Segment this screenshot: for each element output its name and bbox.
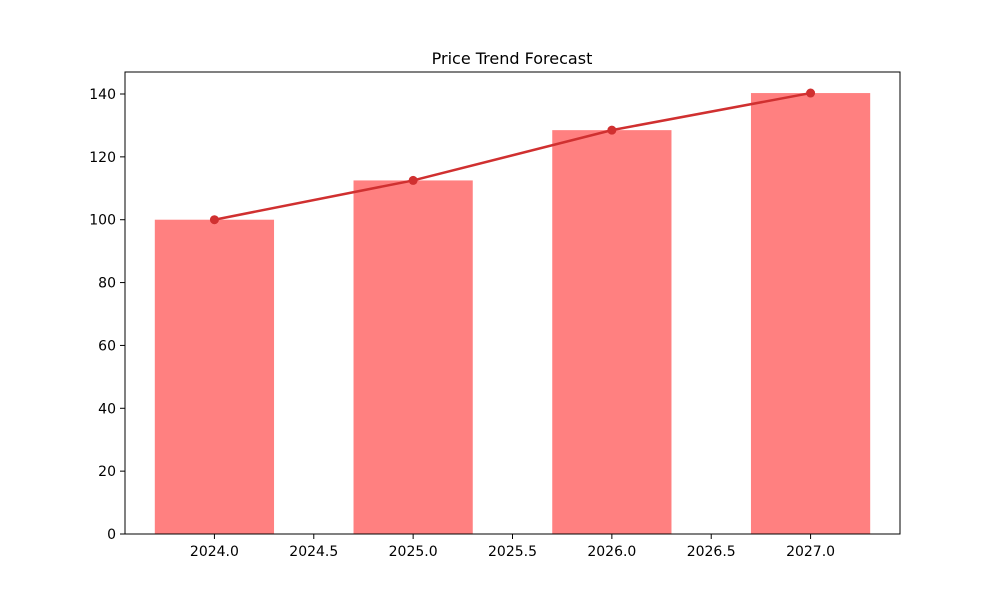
x-tick-label: 2025.0 (389, 544, 438, 560)
y-tick-label: 100 (89, 213, 116, 229)
bar-2025 (353, 180, 473, 534)
x-tick-label: 2024.0 (190, 544, 239, 560)
x-tick-label: 2027.0 (786, 544, 835, 560)
y-tick-label: 0 (107, 527, 116, 543)
trend-line (214, 91, 811, 221)
chart-title: Price Trend Forecast (432, 49, 593, 68)
line-layer (209, 88, 816, 225)
x-tick-label: 2024.5 (289, 544, 338, 560)
y-axis-ticks: 0 20 40 60 80 100 120 140 (89, 87, 125, 543)
trend-point-2026 (607, 125, 617, 135)
y-tick-label: 60 (98, 338, 116, 354)
trend-point-2024 (209, 215, 219, 225)
bar-2026 (552, 130, 672, 534)
bar-2027 (750, 93, 871, 535)
y-tick-label: 120 (89, 150, 116, 166)
x-tick-label: 2026.0 (587, 544, 636, 560)
y-tick-label: 20 (98, 464, 116, 480)
x-tick-label: 2025.5 (488, 544, 537, 560)
trend-point-2027 (806, 88, 816, 98)
y-tick-label: 140 (89, 87, 116, 103)
x-tick-label: 2026.5 (687, 544, 736, 560)
bars-layer (154, 93, 871, 535)
x-axis-ticks: 2024.0 2024.5 2025.0 2025.5 2026.0 2026.5 2027… (190, 534, 835, 560)
y-tick-label: 80 (98, 276, 116, 292)
bar-2024 (154, 219, 275, 534)
trend-point-2025 (408, 175, 418, 185)
y-tick-label: 40 (98, 401, 116, 417)
